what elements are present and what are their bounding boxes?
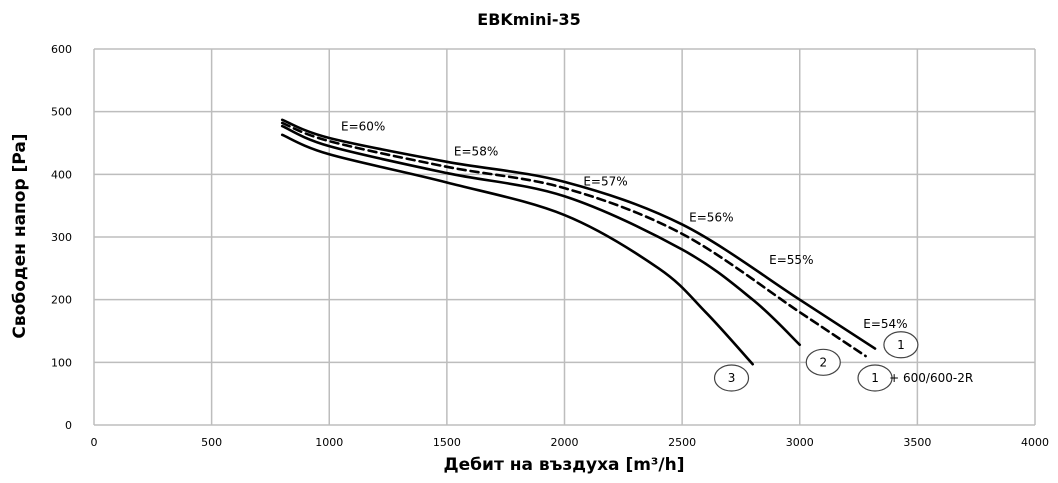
curve-marker: 1 [883, 331, 919, 359]
curve-marker-circle [713, 364, 750, 392]
y-tick-label: 0 [65, 419, 72, 432]
x-tick-label: 2000 [551, 436, 579, 449]
marker-note: + 600/600-2R [889, 371, 973, 385]
series-line-1 [280, 118, 877, 350]
curve-markers: 1 2 3 1 + 600/600-2R [713, 331, 973, 392]
curve-marker-circle [883, 331, 919, 359]
efficiency-label: E=57% [583, 175, 627, 189]
series-line-4 [280, 133, 754, 366]
y-tick-label: 200 [51, 294, 72, 307]
efficiency-label: E=54% [863, 317, 907, 331]
x-axis-label: Дебит на въздуха [m³/h] [444, 455, 685, 475]
chart-series [280, 118, 877, 366]
x-tick-label: 0 [91, 436, 98, 449]
series-line-3 [280, 124, 802, 347]
y-tick-label: 300 [51, 231, 72, 244]
x-tick-label: 3500 [903, 436, 931, 449]
series-line-2 [280, 121, 867, 358]
y-axis-ticks: 0 100 200 300 400 500 600 [51, 43, 72, 432]
curve-marker-label: 1 [871, 371, 879, 385]
x-tick-label: 1000 [315, 436, 343, 449]
curve-marker-label: 2 [819, 355, 827, 369]
efficiency-label: E=58% [454, 145, 498, 159]
chart-title: EBKmini-35 [477, 10, 580, 29]
y-tick-label: 400 [51, 168, 72, 181]
x-axis-ticks: 0 500 1000 1500 2000 2500 3000 3500 4000 [91, 436, 1050, 449]
curve-marker-circle [805, 348, 841, 376]
y-tick-label: 600 [51, 43, 72, 56]
curve-marker-circle [857, 364, 893, 392]
efficiency-label: E=60% [341, 119, 385, 133]
x-tick-label: 1500 [433, 436, 461, 449]
x-tick-label: 500 [201, 436, 222, 449]
curve-marker-label: 1 [897, 338, 905, 352]
curve-marker: 2 [805, 348, 841, 376]
curve-marker-label: 3 [728, 371, 736, 385]
x-tick-label: 3000 [786, 436, 814, 449]
efficiency-label: E=56% [689, 210, 733, 224]
x-tick-label: 2500 [668, 436, 696, 449]
chart-grid [93, 48, 1036, 426]
curve-marker: 3 [713, 364, 750, 392]
curve-marker: 1 [857, 364, 893, 392]
y-tick-label: 100 [51, 356, 72, 369]
y-tick-label: 500 [51, 106, 72, 119]
efficiency-label: E=55% [769, 253, 813, 267]
y-axis-label: Свободен напор [Pa] [10, 133, 30, 338]
efficiency-labels: E=60% E=58% E=57% E=56% E=55% E=54% [341, 119, 908, 330]
x-tick-label: 4000 [1021, 436, 1049, 449]
